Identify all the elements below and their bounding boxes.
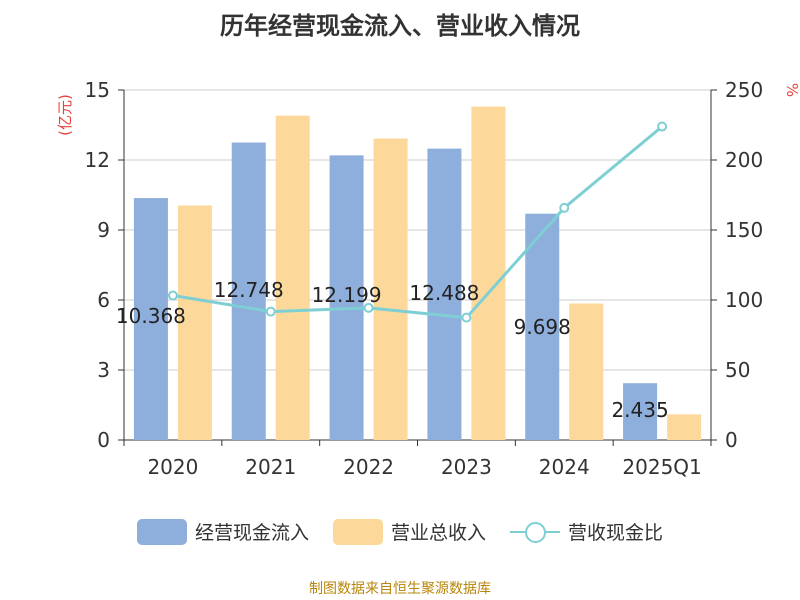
x-tick-label: 2025Q1 xyxy=(622,455,701,479)
data-label-cash-inflow: 10.368 xyxy=(116,304,186,328)
point-ratio xyxy=(657,121,668,132)
data-label-cash-inflow: 12.748 xyxy=(214,278,284,302)
x-tick-label: 2023 xyxy=(441,455,492,479)
y-right-tick-label: 250 xyxy=(725,78,763,102)
data-label-cash-inflow: 12.199 xyxy=(312,283,382,307)
data-label-cash-inflow: 2.435 xyxy=(611,398,668,422)
legend-label-ratio: 营收现金比 xyxy=(568,522,664,544)
legend-item-cash-inflow[interactable]: 经营现金流入 xyxy=(136,518,309,545)
bar-revenue xyxy=(177,205,212,440)
legend-item-ratio[interactable]: 营收现金比 xyxy=(510,518,663,545)
legend-item-revenue[interactable]: 营业总收入 xyxy=(332,518,486,545)
y-right-tick-label: 200 xyxy=(725,148,763,172)
legend-swatch-revenue xyxy=(332,518,383,545)
point-ratio xyxy=(461,312,472,323)
bar-revenue xyxy=(667,414,702,440)
y-left-tick-label: 6 xyxy=(97,288,110,312)
data-label-cash-inflow: 12.488 xyxy=(409,281,479,305)
legend-swatch-ratio xyxy=(510,519,560,545)
y-left-tick-label: 15 xyxy=(85,78,110,102)
x-tick-label: 2020 xyxy=(147,455,198,479)
legend-label-cash-inflow: 经营现金流入 xyxy=(194,522,309,544)
bar-cash-inflow xyxy=(133,198,168,440)
legend: 经营现金流入 营业总收入 营收现金比 xyxy=(0,518,800,545)
x-tick-label: 2024 xyxy=(539,455,590,479)
x-tick-label: 2022 xyxy=(343,455,394,479)
legend-swatch-cash-inflow xyxy=(136,518,187,545)
y-left-tick-label: 9 xyxy=(97,218,110,242)
bar-revenue xyxy=(373,138,408,441)
bar-revenue xyxy=(569,303,604,440)
x-tick-label: 2021 xyxy=(245,455,296,479)
y-left-tick-label: 12 xyxy=(85,148,110,172)
bar-cash-inflow xyxy=(231,142,266,440)
line-ratio xyxy=(172,125,664,320)
y-right-axis-label: % xyxy=(783,83,800,97)
y-left-axis-label: (亿元) xyxy=(56,94,74,136)
point-ratio xyxy=(363,302,374,313)
chart-title: 历年经营现金流入、营业收入情况 xyxy=(220,12,580,40)
bar-revenue xyxy=(275,115,310,441)
y-right-tick-label: 150 xyxy=(725,218,763,242)
bar-cash-inflow xyxy=(427,148,462,440)
y-right-tick-label: 0 xyxy=(725,428,738,452)
legend-label-revenue: 营业总收入 xyxy=(390,522,486,544)
bar-cash-inflow xyxy=(329,155,364,440)
source-note: 制图数据来自恒生聚源数据库 xyxy=(309,581,491,597)
data-label-cash-inflow: 9.698 xyxy=(514,315,571,339)
y-left-tick-label: 0 xyxy=(97,428,110,452)
y-left-tick-label: 3 xyxy=(97,358,110,382)
bar-cash-inflow xyxy=(623,383,658,440)
bar-revenue xyxy=(471,106,506,441)
bar-cash-inflow xyxy=(525,213,560,440)
point-ratio xyxy=(265,306,276,317)
y-right-tick-label: 100 xyxy=(725,288,763,312)
point-ratio xyxy=(167,290,178,301)
point-ratio xyxy=(559,202,570,213)
y-right-tick-label: 50 xyxy=(725,358,750,382)
